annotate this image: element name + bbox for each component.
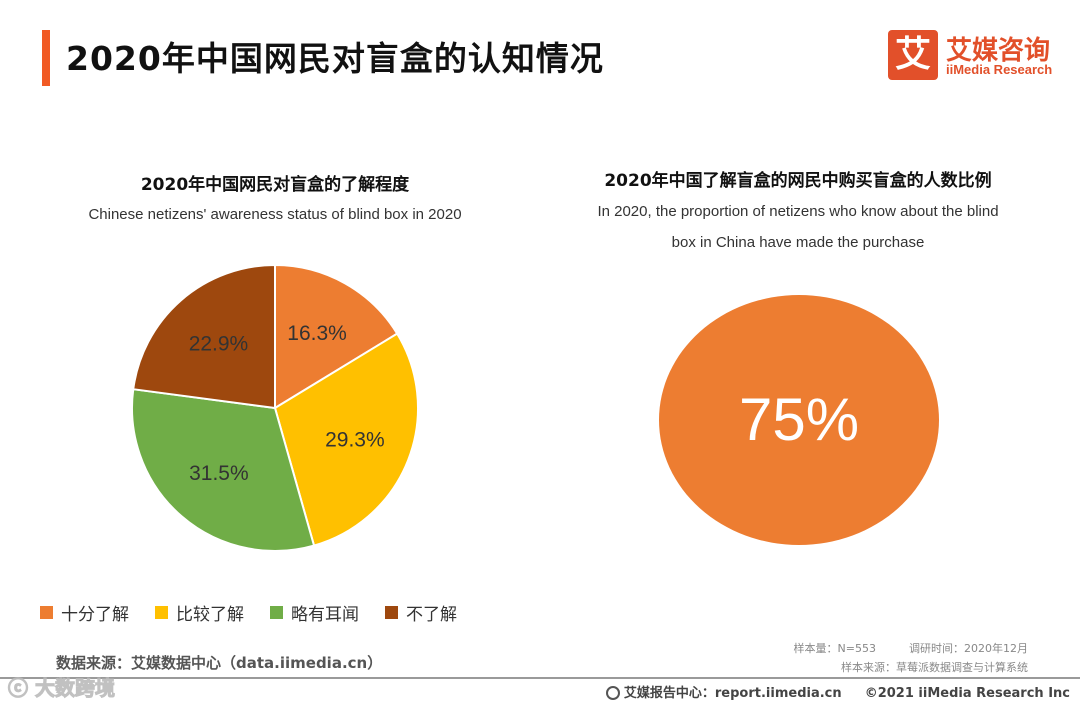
survey-time: 调研时间：2020年12月 xyxy=(909,642,1028,655)
copyright: ©2021 iiMedia Research Inc xyxy=(864,686,1070,701)
slice-very-aware xyxy=(274,263,399,410)
logo-chinese-name: 艾媒咨询 xyxy=(946,36,1051,66)
page-title: 2020年中国网民对盲盒的认知情况 xyxy=(66,39,604,78)
purchase-chart-subtitle-line-1: In 2020, the proportion of netizens who … xyxy=(597,203,999,220)
legend-swatch xyxy=(40,606,53,619)
legend-item: 十分了解 xyxy=(40,600,129,625)
logo-english-name: iiMedia Research xyxy=(946,62,1053,77)
legend-item: 比较了解 xyxy=(155,600,244,625)
purchase-chart-title: 2020年中国了解盲盒的网民中购买盲盒的人数比例 xyxy=(604,171,992,191)
sample-source: 样本来源：草莓派数据调查与计算系统 xyxy=(841,661,1028,674)
awareness-chart-title: 2020年中国网民对盲盒的了解程度 xyxy=(140,175,410,195)
data-source: 数据来源：艾媒数据中心（data.iimedia.cn） xyxy=(56,654,383,672)
legend-item: 不了解 xyxy=(385,600,457,625)
globe-icon xyxy=(605,686,620,700)
purchase-chart-subtitle: In 2020, the proportion of netizens who … xyxy=(528,196,1068,258)
purchase-share-label: 75% xyxy=(739,386,859,453)
watermark: ⓒ 大数跨境 xyxy=(8,676,116,701)
purchase-pie-chart: 75% xyxy=(659,295,939,545)
legend-label: 比较了解 xyxy=(176,605,244,625)
legend-swatch xyxy=(385,606,398,619)
footer-divider xyxy=(0,677,1080,679)
slice-label: 22.9% xyxy=(189,332,249,355)
slice-heard-of xyxy=(131,388,316,552)
legend-item: 略有耳闻 xyxy=(270,600,359,625)
purchase-chart-subtitle-line-2: box in China have made the purchase xyxy=(671,234,925,251)
awareness-pie-chart: 16.3% 29.3% 31.5% 22.9% xyxy=(131,263,419,552)
purchase-share-slice xyxy=(659,295,939,545)
legend-swatch xyxy=(270,606,283,619)
title-accent-bar xyxy=(42,30,50,86)
survey-meta-line-1: 样本量：N=553 调研时间：2020年12月 xyxy=(794,640,1028,656)
legend-label: 略有耳闻 xyxy=(291,605,359,625)
legend-swatch xyxy=(155,606,168,619)
slice-not-aware xyxy=(132,263,276,410)
awareness-chart-subtitle: Chinese netizens' awareness status of bl… xyxy=(88,206,462,223)
awareness-legend: 十分了解 比较了解 略有耳闻 不了解 xyxy=(40,600,457,625)
slice-label: 29.3% xyxy=(325,428,385,451)
footer-bar: 艾媒报告中心：report.iimedia.cn ©2021 iiMedia R… xyxy=(605,682,1070,701)
sample-size: 样本量：N=553 xyxy=(793,642,876,655)
report-center-link[interactable]: 艾媒报告中心：report.iimedia.cn xyxy=(623,686,842,701)
iimedia-logo: 艾 艾媒咨询 iiMedia Research xyxy=(888,30,1068,82)
slice-fairly-aware xyxy=(273,332,419,547)
slice-label: 31.5% xyxy=(189,462,249,485)
legend-label: 十分了解 xyxy=(61,605,129,625)
slice-label: 16.3% xyxy=(287,322,347,345)
logo-mark: 艾 xyxy=(888,30,938,80)
legend-label: 不了解 xyxy=(406,605,457,625)
